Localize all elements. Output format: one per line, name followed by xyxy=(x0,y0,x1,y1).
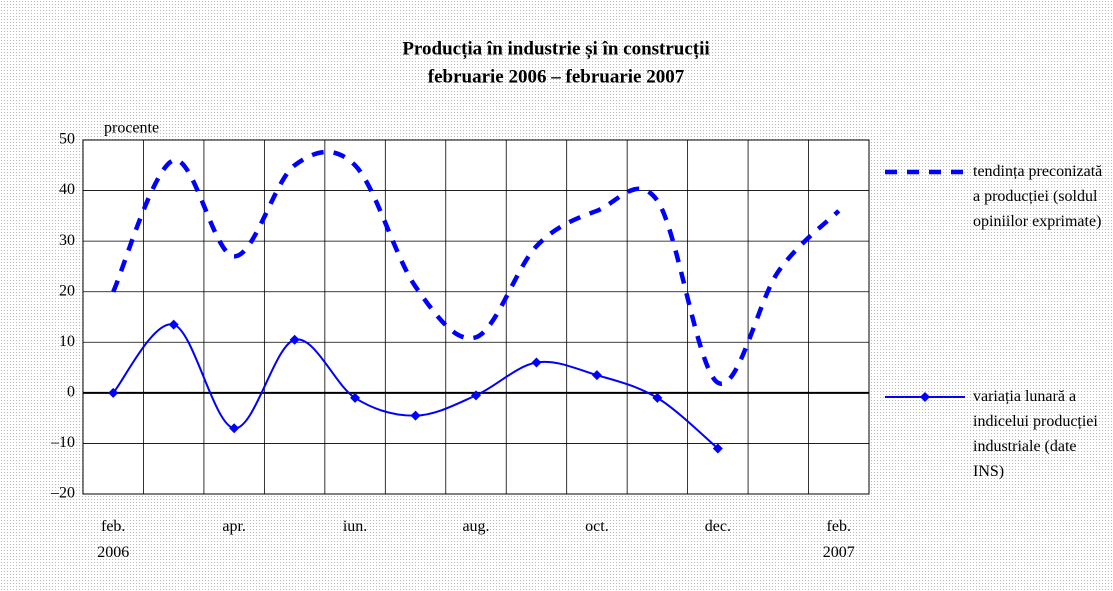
plot-area xyxy=(83,140,869,494)
point xyxy=(289,334,300,345)
y-axis-label: procente xyxy=(104,120,159,137)
chart-subtitle: februarie 2006 – februarie 2007 xyxy=(428,66,685,87)
x-tick-label: feb. 2006 xyxy=(97,518,130,561)
point xyxy=(652,392,663,403)
point xyxy=(229,423,240,434)
point xyxy=(591,370,602,381)
x-tick-label: feb. 2007 xyxy=(822,518,855,561)
legend-label: tendința preconizată a producției (soldu… xyxy=(973,163,1103,230)
y-tick-label: 0 xyxy=(67,384,75,401)
point xyxy=(168,319,179,330)
series-line xyxy=(112,323,719,450)
y-tick-label: 50 xyxy=(59,131,75,148)
y-tick-label: 20 xyxy=(59,282,75,299)
point xyxy=(531,357,542,368)
point xyxy=(712,443,723,454)
point xyxy=(350,392,361,403)
x-tick-label: apr. xyxy=(222,518,246,535)
x-tick-label: iun. xyxy=(342,518,368,535)
x-tick-label: oct. xyxy=(585,518,609,535)
chart-title: Producția în industrie și în construcții xyxy=(402,38,709,59)
y-tick-label: 40 xyxy=(59,181,75,198)
legend-marker xyxy=(920,392,930,402)
point xyxy=(410,410,421,421)
y-tick-label: –20 xyxy=(50,485,75,502)
legend-label: variația lunară a indicelui producției i… xyxy=(973,388,1098,480)
y-tick-label: 30 xyxy=(59,232,75,249)
point xyxy=(471,390,481,401)
plot-border xyxy=(82,139,870,495)
x-tick-label: aug. xyxy=(462,518,490,535)
y-tick-label: 10 xyxy=(59,333,75,350)
x-tick-label: dec. xyxy=(704,518,731,535)
y-tick-label: –10 xyxy=(50,434,75,451)
series-line xyxy=(111,149,841,386)
point xyxy=(108,387,119,398)
